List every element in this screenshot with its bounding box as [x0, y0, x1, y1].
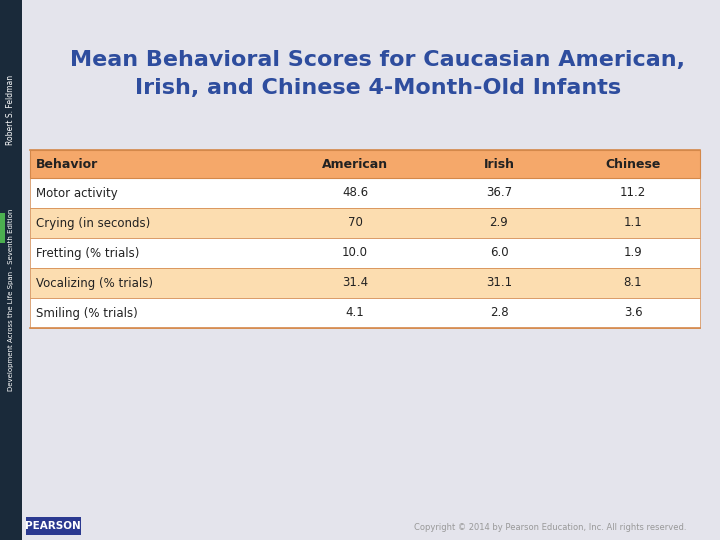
- Bar: [30, 208, 700, 238]
- Text: 4.1: 4.1: [346, 307, 364, 320]
- Text: Copyright © 2014 by Pearson Education, Inc. All rights reserved.: Copyright © 2014 by Pearson Education, I…: [414, 523, 686, 532]
- Bar: [30, 268, 700, 298]
- Text: Smiling (% trials): Smiling (% trials): [36, 307, 138, 320]
- Text: Robert S. Feldman: Robert S. Feldman: [6, 75, 16, 145]
- Bar: [30, 298, 700, 328]
- Text: 1.9: 1.9: [624, 246, 642, 260]
- Text: 31.1: 31.1: [486, 276, 512, 289]
- Text: Irish: Irish: [484, 158, 515, 171]
- Text: American: American: [322, 158, 388, 171]
- Text: 31.4: 31.4: [342, 276, 368, 289]
- Bar: [30, 238, 700, 268]
- Bar: [0, 0, 22, 540]
- Text: Irish, and Chinese 4-Month-Old Infants: Irish, and Chinese 4-Month-Old Infants: [135, 78, 621, 98]
- Text: PEARSON: PEARSON: [25, 521, 81, 531]
- Bar: [26, 517, 81, 535]
- Text: 70: 70: [348, 217, 362, 230]
- Bar: [30, 178, 700, 208]
- Text: Chinese: Chinese: [606, 158, 661, 171]
- Text: Behavior: Behavior: [36, 158, 98, 171]
- Text: Crying (in seconds): Crying (in seconds): [36, 217, 150, 230]
- Text: Vocalizing (% trials): Vocalizing (% trials): [36, 276, 153, 289]
- Text: 36.7: 36.7: [486, 186, 512, 199]
- Text: Motor activity: Motor activity: [36, 186, 118, 199]
- Text: 8.1: 8.1: [624, 276, 642, 289]
- Text: 48.6: 48.6: [342, 186, 368, 199]
- Text: 11.2: 11.2: [620, 186, 646, 199]
- Text: 1.1: 1.1: [624, 217, 642, 230]
- Bar: [0, 213, 5, 243]
- Bar: [30, 150, 700, 178]
- Text: Mean Behavioral Scores for Caucasian American,: Mean Behavioral Scores for Caucasian Ame…: [71, 50, 685, 70]
- Text: 2.8: 2.8: [490, 307, 508, 320]
- Text: 10.0: 10.0: [342, 246, 368, 260]
- Text: 2.9: 2.9: [490, 217, 508, 230]
- Text: Development Across the Life Span - Seventh Edition: Development Across the Life Span - Seven…: [8, 209, 14, 391]
- Text: 6.0: 6.0: [490, 246, 508, 260]
- Text: 3.6: 3.6: [624, 307, 642, 320]
- Text: Fretting (% trials): Fretting (% trials): [36, 246, 140, 260]
